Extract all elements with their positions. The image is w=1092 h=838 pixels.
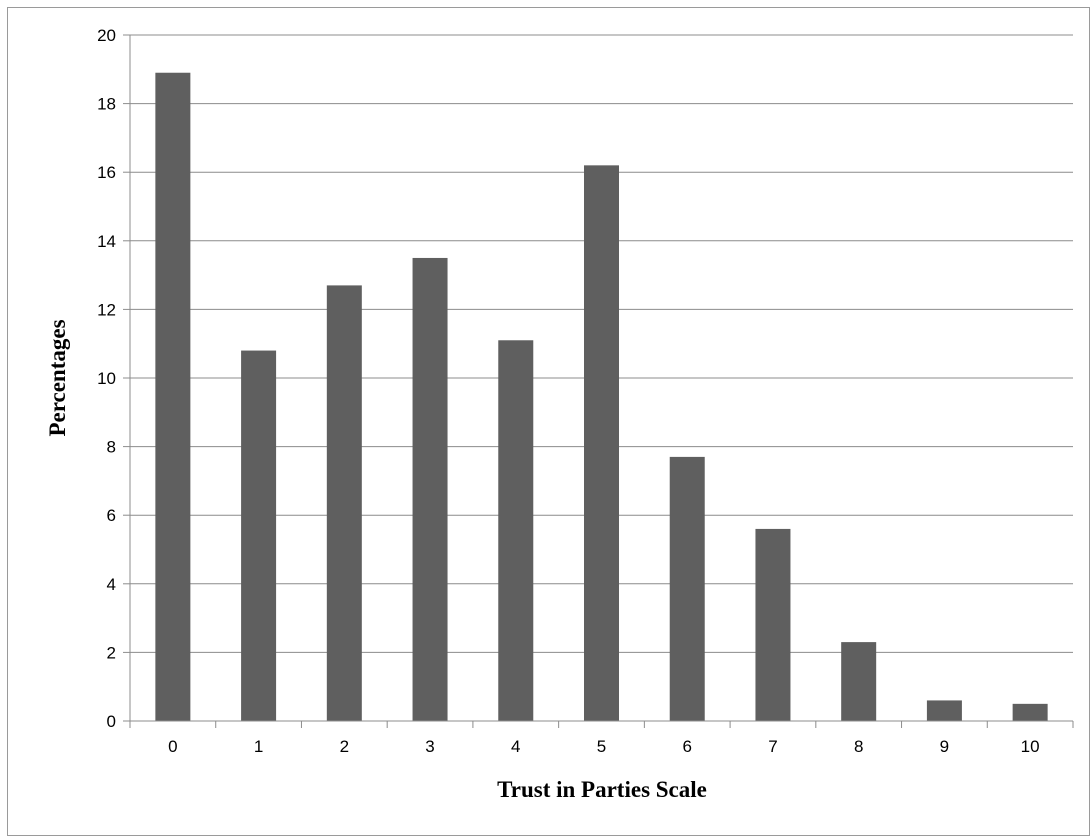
x-tick-label: 0 [168,737,177,756]
y-tick-label: 8 [107,438,116,457]
x-tick-label: 10 [1021,737,1040,756]
y-tick-label: 18 [97,95,116,114]
bar-9 [926,700,962,721]
bar-0 [155,72,191,722]
x-tick-label: 2 [340,737,349,756]
y-tick-label: 0 [107,712,116,731]
y-tick-label: 14 [97,232,116,251]
bar-7 [755,528,791,721]
x-tick-labels: 0 1 2 3 4 5 6 7 8 9 10 [168,737,1039,756]
y-tick-labels: 0 2 4 6 8 10 12 14 16 18 20 [97,26,116,731]
bar-10 [1012,703,1048,721]
bar-8 [841,642,877,721]
x-tick-label: 4 [511,737,520,756]
x-axis-title: Trust in Parties Scale [497,777,707,802]
x-tick-label: 6 [682,737,691,756]
gridlines [130,34,1073,653]
x-tick-label: 5 [597,737,606,756]
y-tick-label: 4 [107,575,116,594]
x-tick-label: 3 [425,737,434,756]
bar-1 [241,350,277,721]
axes [123,34,1074,728]
y-axis-title: Percentages [45,319,70,436]
x-tick-label: 1 [254,737,263,756]
y-tick-label: 6 [107,506,116,525]
bar-2 [326,285,362,721]
bar-4 [498,340,534,721]
y-tick-label: 10 [97,369,116,388]
y-tick-label: 2 [107,643,116,662]
x-tick-label: 9 [940,737,949,756]
y-tick-label: 16 [97,163,116,182]
bar-5 [584,165,619,722]
x-tick-label: 8 [854,737,863,756]
bar-6 [669,456,705,721]
y-tick-label: 20 [97,26,116,45]
x-tick-label: 7 [768,737,777,756]
y-tick-label: 12 [97,300,116,319]
bars [155,72,1048,722]
bar-3 [412,257,448,721]
